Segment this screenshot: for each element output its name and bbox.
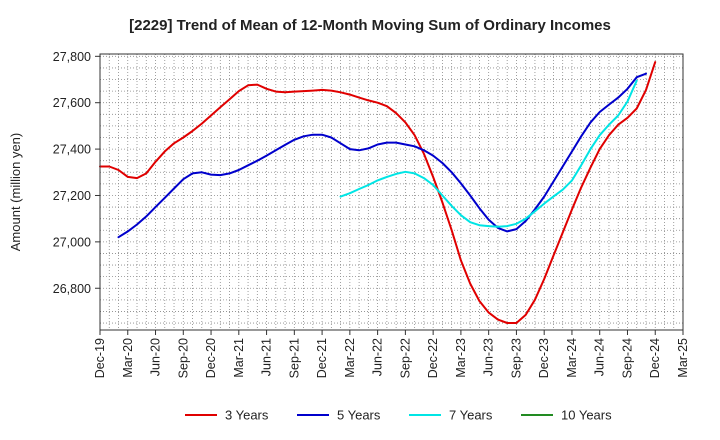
x-tick-label: Sep-21: [287, 338, 301, 378]
x-tick-label: Dec-19: [93, 338, 107, 378]
y-axis-label: Amount (million yen): [8, 133, 23, 252]
x-tick-label: Jun-23: [482, 338, 496, 376]
series-line-3-years: [99, 61, 657, 324]
x-tick-label: Mar-22: [343, 338, 357, 378]
legend-label-10-years: 10 Years: [561, 408, 612, 423]
plot-frame: [99, 53, 684, 331]
x-tick-label: Jun-21: [260, 338, 274, 376]
x-tick-label: Mar-25: [676, 338, 690, 378]
legend-label-3-years: 3 Years: [225, 408, 269, 423]
y-tick-label: 26,800: [53, 282, 91, 296]
x-tick-label: Mar-23: [454, 338, 468, 378]
x-tick-label: Mar-20: [121, 338, 135, 378]
x-axis: Dec-19 Mar-20 Jun-20 Sep-20 Dec-20 Mar-21 Jun-…: [93, 330, 690, 378]
series-line-7-years: [339, 79, 638, 228]
x-tick-label: Sep-20: [176, 338, 190, 378]
x-tick-label: Sep-23: [509, 338, 523, 378]
x-tick-label: Dec-23: [537, 338, 551, 378]
x-tick-label: Dec-22: [426, 338, 440, 378]
x-tick-label: Mar-21: [232, 338, 246, 378]
legend: 3 Years 5 Years 7 Years 10 Years: [185, 408, 612, 423]
y-tick-label: 27,600: [53, 96, 91, 110]
x-tick-label: Dec-21: [315, 338, 329, 378]
x-tick-label: Jun-24: [593, 338, 607, 376]
y-axis: 26,800 27,000 27,200 27,400 27,600 27,800: [53, 50, 100, 296]
grid: [100, 54, 683, 330]
y-tick-label: 27,400: [53, 143, 91, 157]
y-tick-label: 27,800: [53, 50, 91, 64]
x-tick-label: Jun-20: [149, 338, 163, 376]
x-tick-label: Dec-20: [204, 338, 218, 378]
x-tick-label: Jun-22: [371, 338, 385, 376]
series-line-5-years: [117, 72, 647, 239]
chart-title: [2229] Trend of Mean of 12-Month Moving …: [129, 17, 611, 34]
y-tick-label: 27,000: [53, 235, 91, 249]
x-tick-label: Dec-24: [648, 338, 662, 378]
y-tick-label: 27,200: [53, 189, 91, 203]
x-tick-label: Sep-24: [620, 338, 634, 378]
legend-label-5-years: 5 Years: [337, 408, 381, 423]
x-tick-label: Mar-24: [565, 338, 579, 378]
legend-label-7-years: 7 Years: [449, 408, 493, 423]
x-tick-label: Sep-22: [398, 338, 412, 378]
series-layer: [99, 61, 657, 324]
